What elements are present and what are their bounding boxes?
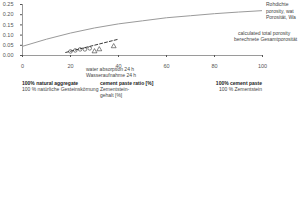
html-text:calculated total porosity: calculated total porosity [238,30,291,36]
svg-text:60: 60 [163,63,169,69]
html-text:100 % Zementstein: 100 % Zementstein [218,86,262,92]
html-text:100% cement paste: 100% cement paste [215,80,262,86]
svg-text:0.15: 0.15 [3,22,14,28]
html-text:Zementstein-: Zementstein- [100,86,130,92]
svg-text:0.05: 0.05 [3,42,14,48]
html-text:Porosität, Wa: Porosität, Wa [266,14,296,20]
svg-text:0: 0 [21,63,24,69]
html-text:100% natural aggregate: 100% natural aggregate [22,80,79,86]
html-text:berechnete Gesamtporosität: berechnete Gesamtporosität [234,36,298,42]
svg-text:0.20: 0.20 [3,11,14,17]
svg-text:20: 20 [67,63,73,69]
svg-text:0.25: 0.25 [3,1,14,7]
html-text:gehalt [%]: gehalt [%] [100,92,123,98]
svg-text:80: 80 [211,63,217,69]
html-text:Wasseraufnahme 24 h: Wasseraufnahme 24 h [86,72,137,78]
svg-text:0.00: 0.00 [3,52,14,58]
svg-text:100: 100 [258,63,267,69]
html-text:100 % natürliche Gesteinskörnu: 100 % natürliche Gesteinskörnung [22,86,99,92]
html-text:cement paste ratio [%]: cement paste ratio [%] [100,80,154,86]
html-text:Rohdichte: Rohdichte [266,1,289,7]
svg-text:0.10: 0.10 [3,32,14,38]
html-text:water absorption 24 h: water absorption 24 h [86,66,135,72]
html-text:porosity, wat: porosity, wat [266,8,294,14]
